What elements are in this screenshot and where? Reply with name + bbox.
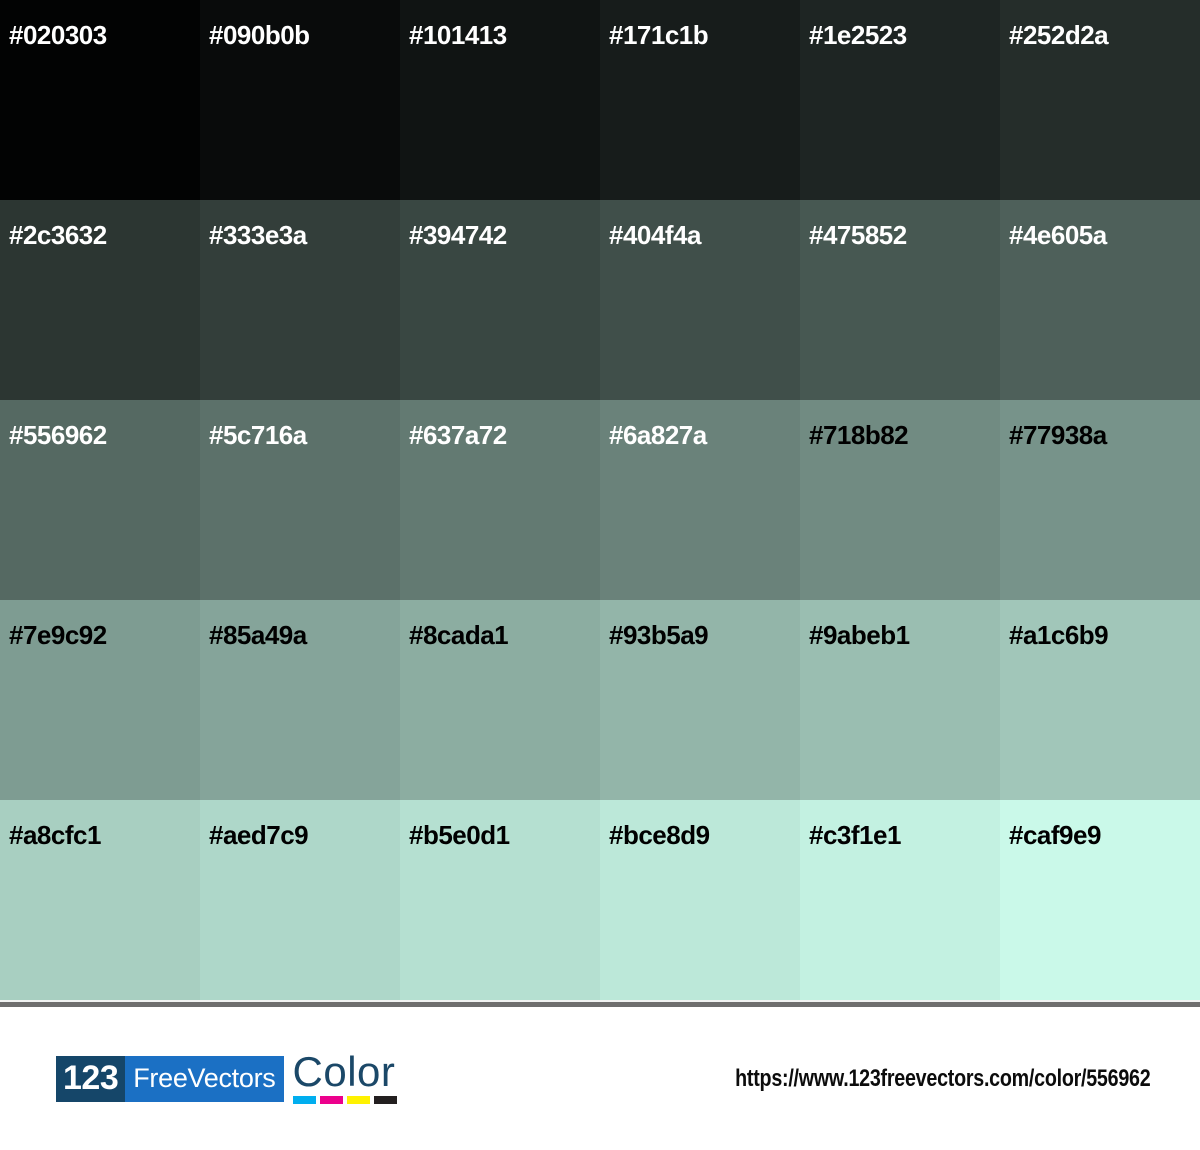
swatch-hex-label: #2c3632 [9,220,107,250]
color-swatch: #475852 [800,200,1000,400]
color-swatch: #77938a [1000,400,1200,600]
swatch-hex-label: #171c1b [609,20,709,50]
color-swatch: #556962 [0,400,200,600]
swatch-hex-label: #090b0b [209,20,310,50]
color-swatch: #090b0b [200,0,400,200]
color-swatch: #8cada1 [400,600,600,800]
logo-color-text: Color [292,1048,396,1096]
color-swatch: #252d2a [1000,0,1200,200]
color-swatch: #c3f1e1 [800,800,1000,1000]
color-swatch: #718b82 [800,400,1000,600]
color-swatch: #bce8d9 [600,800,800,1000]
swatch-hex-label: #a8cfc1 [9,820,101,850]
cmyk-bars-icon [292,1095,397,1104]
logo-number: 123 [56,1055,126,1102]
color-swatch: #aed7c9 [200,800,400,1000]
color-swatch: #171c1b [600,0,800,200]
color-swatch: #333e3a [200,200,400,400]
swatch-hex-label: #5c716a [209,420,307,450]
swatch-hex-label: #6a827a [609,420,707,450]
color-swatch: #020303 [0,0,200,200]
color-swatch: #394742 [400,200,600,400]
color-swatch: #caf9e9 [1000,800,1200,1000]
swatch-hex-label: #404f4a [609,220,701,250]
footer: 123 FreeVectors Color https://www.123fre… [0,1007,1200,1150]
color-swatch: #2c3632 [0,200,200,400]
yellow-bar-icon [346,1095,370,1104]
color-swatch: #85a49a [200,600,400,800]
color-grid: #020303 #090b0b #101413 #171c1b #1e2523 … [0,0,1200,1000]
swatch-hex-label: #b5e0d1 [409,820,510,850]
logo-name: FreeVectors [125,1055,284,1102]
swatch-hex-label: #aed7c9 [209,820,309,850]
swatch-hex-label: #637a72 [409,420,507,450]
color-swatch: #4e605a [1000,200,1200,400]
color-swatch: #9abeb1 [800,600,1000,800]
page-url: https://www.123freevectors.com/color/556… [734,1064,1151,1092]
color-swatch: #637a72 [400,400,600,600]
color-swatch: #6a827a [600,400,800,600]
swatch-hex-label: #c3f1e1 [809,820,901,850]
color-swatch: #b5e0d1 [400,800,600,1000]
swatch-hex-label: #caf9e9 [1009,820,1101,850]
swatch-hex-label: #93b5a9 [609,620,709,650]
color-swatch: #404f4a [600,200,800,400]
color-swatch: #1e2523 [800,0,1000,200]
swatch-hex-label: #101413 [409,20,507,50]
logo-suffix: Color [292,1048,397,1104]
swatch-hex-label: #1e2523 [809,20,907,50]
cyan-bar-icon [292,1095,316,1104]
color-swatch: #a8cfc1 [0,800,200,1000]
swatch-hex-label: #9abeb1 [809,620,910,650]
swatch-hex-label: #8cada1 [409,620,509,650]
magenta-bar-icon [319,1095,343,1104]
swatch-hex-label: #394742 [409,220,507,250]
swatch-hex-label: #252d2a [1009,20,1109,50]
swatch-hex-label: #7e9c92 [9,620,107,650]
swatch-hex-label: #bce8d9 [609,820,710,850]
logo-badge: 123 FreeVectors [56,1055,284,1102]
swatch-hex-label: #718b82 [809,420,909,450]
color-swatch: #7e9c92 [0,600,200,800]
color-swatch: #101413 [400,0,600,200]
color-swatch: #5c716a [200,400,400,600]
swatch-hex-label: #556962 [9,420,107,450]
separator-light [0,1000,1200,1002]
swatch-hex-label: #85a49a [209,620,307,650]
color-swatch: #93b5a9 [600,600,800,800]
swatch-hex-label: #333e3a [209,220,307,250]
swatch-hex-label: #475852 [809,220,907,250]
swatch-hex-label: #a1c6b9 [1009,620,1109,650]
swatch-hex-label: #77938a [1009,420,1107,450]
site-logo[interactable]: 123 FreeVectors Color [56,1048,397,1104]
swatch-hex-label: #020303 [9,20,107,50]
black-bar-icon [373,1095,397,1104]
swatch-hex-label: #4e605a [1009,220,1107,250]
color-swatch: #a1c6b9 [1000,600,1200,800]
separator-rule [0,1002,1200,1007]
